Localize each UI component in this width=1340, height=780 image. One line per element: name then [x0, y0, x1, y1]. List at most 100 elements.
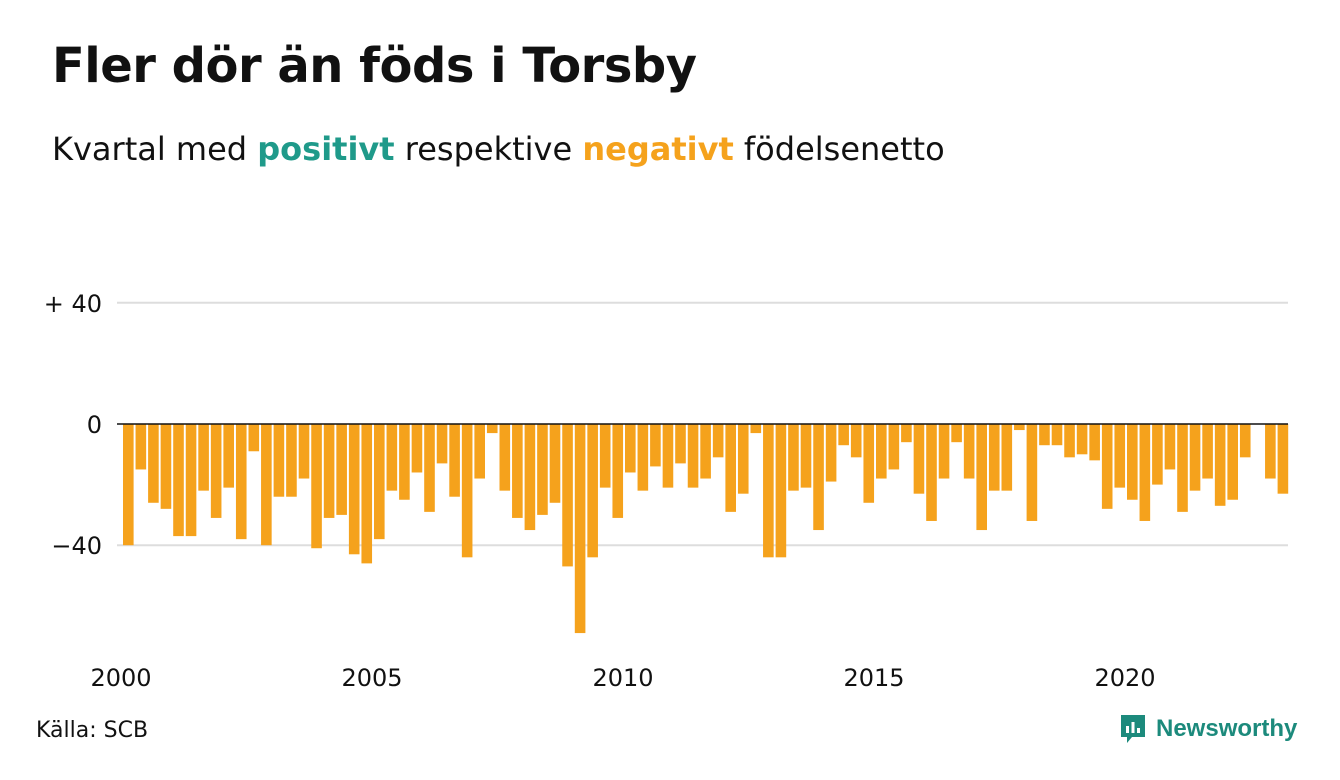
bar: [1001, 424, 1013, 491]
chart-title: Fler dör än föds i Torsby: [52, 38, 697, 94]
bar: [549, 424, 561, 503]
bar: [775, 424, 787, 558]
bar: [436, 424, 448, 464]
bar: [411, 424, 423, 473]
x-tick-label: 2020: [1094, 664, 1155, 692]
bar: [700, 424, 711, 479]
bar: [1127, 424, 1138, 500]
subtitle-mid: respektive: [394, 130, 583, 168]
y-tick-label: 0: [87, 411, 102, 439]
bar: [248, 424, 260, 452]
bar: [399, 424, 410, 500]
bar: [662, 424, 674, 488]
bar: [675, 424, 686, 464]
bar: [336, 424, 347, 515]
bar: [160, 424, 172, 509]
bar: [1189, 424, 1201, 491]
bar: [1014, 424, 1025, 431]
bar: [901, 424, 912, 443]
bar: [562, 424, 573, 567]
bar: [876, 424, 887, 479]
bar: [599, 424, 611, 488]
source-note: Källa: SCB: [36, 718, 149, 743]
bar: [235, 424, 247, 540]
bar: [574, 424, 586, 634]
bar: [888, 424, 900, 470]
bar: [976, 424, 987, 531]
bar: [273, 424, 285, 497]
bar: [637, 424, 649, 491]
bar: [198, 424, 209, 491]
bar: [763, 424, 774, 558]
bar: [1076, 424, 1088, 455]
bar: [474, 424, 485, 479]
bar: [1277, 424, 1289, 494]
brand-logo[interactable]: Newsworthy: [1118, 712, 1297, 746]
bar: [286, 424, 297, 497]
bar: [1051, 424, 1063, 446]
axis-labels-layer: + 40 0 −40 2000 2005 2010 2015 2020: [44, 290, 1156, 692]
bar: [1064, 424, 1075, 458]
bar: [298, 424, 310, 479]
bar: [712, 424, 724, 458]
bar: [223, 424, 234, 488]
bar: [512, 424, 523, 518]
bar: [650, 424, 661, 467]
bar: [800, 424, 812, 488]
brand-name: Newsworthy: [1156, 715, 1298, 742]
bar: [612, 424, 624, 518]
bar: [148, 424, 159, 503]
bar: [323, 424, 335, 518]
bar: [135, 424, 147, 470]
bar: [850, 424, 862, 458]
bar: [1026, 424, 1038, 521]
bar: [1114, 424, 1126, 488]
x-tick-label: 2000: [90, 664, 151, 692]
bar: [1177, 424, 1188, 512]
bar: [687, 424, 699, 488]
bar: [1039, 424, 1050, 446]
y-tick-label: + 40: [44, 290, 102, 318]
bar: [587, 424, 598, 558]
bar: [461, 424, 473, 558]
x-tick-label: 2010: [592, 664, 653, 692]
bar: [926, 424, 937, 521]
bar: [750, 424, 762, 434]
bar: [1164, 424, 1176, 470]
bar: [1214, 424, 1226, 506]
chart-subtitle: Kvartal med positivt respektive negativt…: [52, 130, 945, 168]
bar: [123, 424, 134, 546]
newsworthy-logo-icon: [1121, 715, 1145, 743]
subtitle-negative: negativt: [582, 130, 734, 168]
bar: [1239, 424, 1251, 458]
bar: [737, 424, 749, 494]
bar: [499, 424, 511, 491]
bar: [1089, 424, 1100, 461]
bar: [863, 424, 875, 503]
bar: [524, 424, 536, 531]
bar: [374, 424, 385, 540]
bar: [185, 424, 197, 537]
bar: [348, 424, 360, 555]
bar: [386, 424, 398, 491]
bar: [261, 424, 272, 546]
x-tick-label: 2015: [843, 664, 904, 692]
bar: [311, 424, 322, 549]
bar: [788, 424, 799, 491]
bar-chart: + 40 0 −40 2000 2005 2010 2015 2020: [44, 290, 1289, 692]
bar: [486, 424, 498, 434]
bar: [913, 424, 925, 494]
bar: [938, 424, 950, 479]
bar: [838, 424, 849, 446]
bar: [1101, 424, 1113, 509]
bar: [825, 424, 837, 482]
bar: [361, 424, 373, 564]
bar: [725, 424, 736, 512]
subtitle-positive: positivt: [257, 130, 395, 168]
bar: [951, 424, 962, 443]
bar: [1202, 424, 1213, 479]
bar: [173, 424, 184, 537]
bar: [1139, 424, 1151, 521]
bar: [625, 424, 636, 473]
bar: [537, 424, 548, 515]
